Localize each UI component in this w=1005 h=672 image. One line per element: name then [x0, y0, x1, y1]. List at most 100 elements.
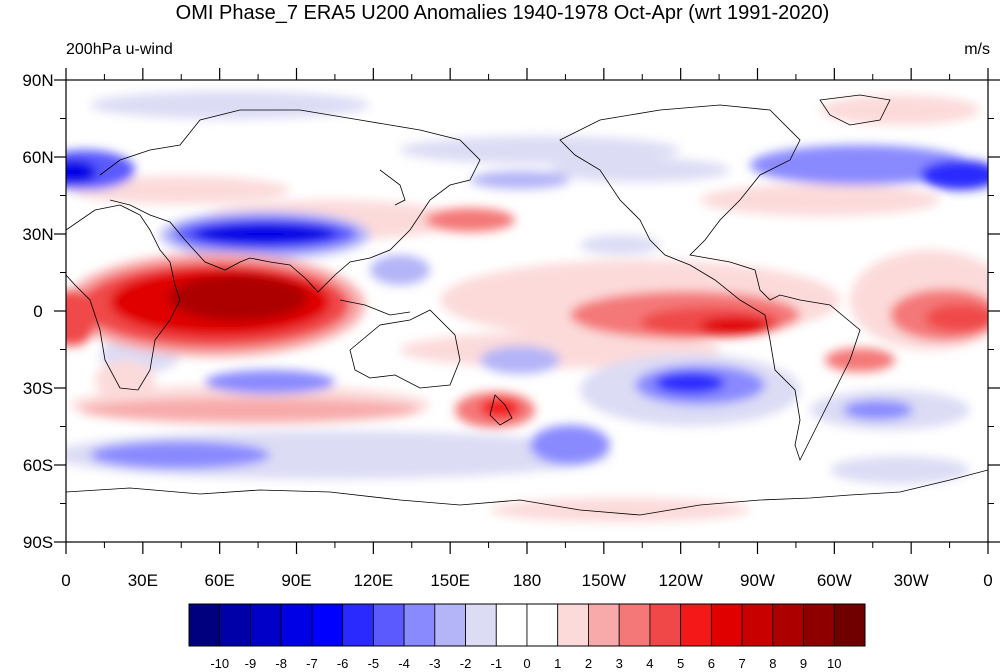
- anomaly-band: [820, 95, 980, 125]
- colorbar-swatch: [772, 603, 804, 647]
- anomaly-band: [400, 136, 680, 164]
- colorbar-swatch: [219, 603, 251, 647]
- anomaly-band: [370, 255, 430, 285]
- coastline-africa: [66, 204, 181, 391]
- colorbar-swatch: [434, 603, 466, 647]
- anomaly-contour: [95, 360, 155, 400]
- colorbar-swatch: [588, 603, 620, 647]
- coastline-americas: [559, 104, 861, 462]
- colorbar-label: -2: [460, 656, 472, 671]
- colorbar-swatch: [250, 603, 282, 647]
- anomaly-contour: [193, 223, 337, 245]
- colorbar: -10 -9 -8 -7 -6 -5 -4 -3 -2 -1 0 1 2 3 4 5 6 7 8 9 10: [188, 603, 866, 671]
- colorbar-label: 3: [616, 656, 623, 671]
- lat-tick-label: 90N: [22, 71, 53, 90]
- colorbar-label: 5: [677, 656, 684, 671]
- lon-tick-label: 120W: [658, 571, 702, 590]
- colorbar-swatch: [311, 603, 344, 647]
- map-axes: 90N 60N 30N 0 30S 60S 90S 0 30E 60E 90E 120E 150E 180…: [22, 68, 1000, 590]
- colorbar-label: 2: [585, 656, 592, 671]
- anomaly-contour: [480, 398, 520, 418]
- coastline-indonesia: [339, 299, 411, 316]
- colorbar-swatch: [803, 603, 835, 647]
- coastline-new-zealand: [489, 394, 513, 426]
- colorbar-swatch: [188, 603, 221, 647]
- anomaly-contour: [168, 275, 308, 321]
- lon-tick-label: 0: [61, 571, 70, 590]
- anomaly-contour: [843, 400, 913, 420]
- anomaly-band: [90, 91, 370, 119]
- lon-tick-label: 90W: [740, 571, 775, 590]
- colorbar-swatch: [649, 603, 682, 647]
- lat-tick-label: 60S: [23, 456, 53, 475]
- colorbar-label: -3: [429, 656, 441, 671]
- colorbar-label: 0: [523, 656, 530, 671]
- anomaly-contour: [66, 290, 97, 346]
- colorbar-label: -4: [398, 656, 410, 671]
- colorbar-label: 8: [769, 656, 776, 671]
- lon-tick-label: 150W: [582, 571, 626, 590]
- colorbar-swatch: [342, 603, 374, 647]
- colorbar-label: -7: [306, 656, 318, 671]
- colorbar-swatch: [372, 603, 405, 647]
- colorbar-swatch: [741, 603, 774, 647]
- anomaly-band: [550, 158, 730, 182]
- coastline-eurasia: [99, 109, 481, 293]
- colorbar-label: -9: [245, 656, 257, 671]
- anomaly-band: [70, 176, 290, 204]
- colorbar-label: 6: [708, 656, 715, 671]
- colorbar-label: 7: [738, 656, 745, 671]
- anomaly-contour: [655, 372, 725, 394]
- colorbar-swatch: [403, 603, 436, 647]
- anomaly-band: [480, 346, 560, 374]
- anomaly-band: [830, 456, 970, 484]
- coastlines: [66, 94, 988, 516]
- coastline-greenland: [819, 94, 891, 126]
- colorbar-label: -1: [490, 656, 502, 671]
- anomaly-contour: [90, 441, 270, 469]
- lon-tick-label: 150E: [430, 571, 470, 590]
- colorbar-swatch: [680, 603, 712, 647]
- anomaly-contour: [920, 160, 988, 190]
- figure-title: OMI Phase_7 ERA5 U200 Anomalies 1940-197…: [175, 2, 830, 24]
- anomaly-contour: [66, 160, 97, 184]
- colorbar-label: 9: [800, 656, 807, 671]
- anomaly-contour: [425, 208, 515, 232]
- anomaly-band: [490, 498, 750, 522]
- colorbar-frame: [188, 603, 866, 647]
- anomaly-contour: [205, 370, 335, 394]
- colorbar-swatch: [557, 603, 589, 647]
- colorbar-swatch: [710, 603, 743, 647]
- anomaly-field: [66, 80, 988, 542]
- lon-tick-label: 30E: [128, 571, 158, 590]
- variable-label: 200hPa u-wind: [66, 41, 173, 58]
- colorbar-swatch: [833, 603, 866, 647]
- colorbar-swatch: [280, 603, 313, 647]
- lon-tick-label: 120E: [353, 571, 393, 590]
- anomaly-contour: [80, 398, 420, 422]
- anomaly-contour: [700, 317, 770, 335]
- colorbar-label: -10: [210, 656, 229, 671]
- anomaly-contour: [750, 145, 970, 185]
- lat-tick-label: 30S: [23, 379, 53, 398]
- lat-tick-label: 0: [33, 302, 42, 321]
- colorbar-swatch: [495, 603, 528, 647]
- colorbar-swatch: [465, 603, 497, 647]
- colorbar-label: -8: [275, 656, 287, 671]
- coastline-australia: [349, 309, 461, 389]
- lat-tick-label: 30N: [22, 225, 53, 244]
- lat-tick-label: 60N: [22, 148, 53, 167]
- anomaly-contour: [825, 348, 895, 372]
- anomaly-contour: [530, 425, 610, 465]
- lon-tick-label: 180: [513, 571, 541, 590]
- colorbar-label: -6: [337, 656, 349, 671]
- lon-tick-label: 60E: [205, 571, 235, 590]
- lon-tick-label: 0: [983, 571, 992, 590]
- coastline-japan: [379, 169, 406, 206]
- anomaly-band: [580, 235, 660, 255]
- colorbar-swatch: [526, 603, 559, 647]
- colorbar-swatch: [618, 603, 651, 647]
- colorbar-label: 4: [646, 656, 653, 671]
- colorbar-label: 1: [554, 656, 561, 671]
